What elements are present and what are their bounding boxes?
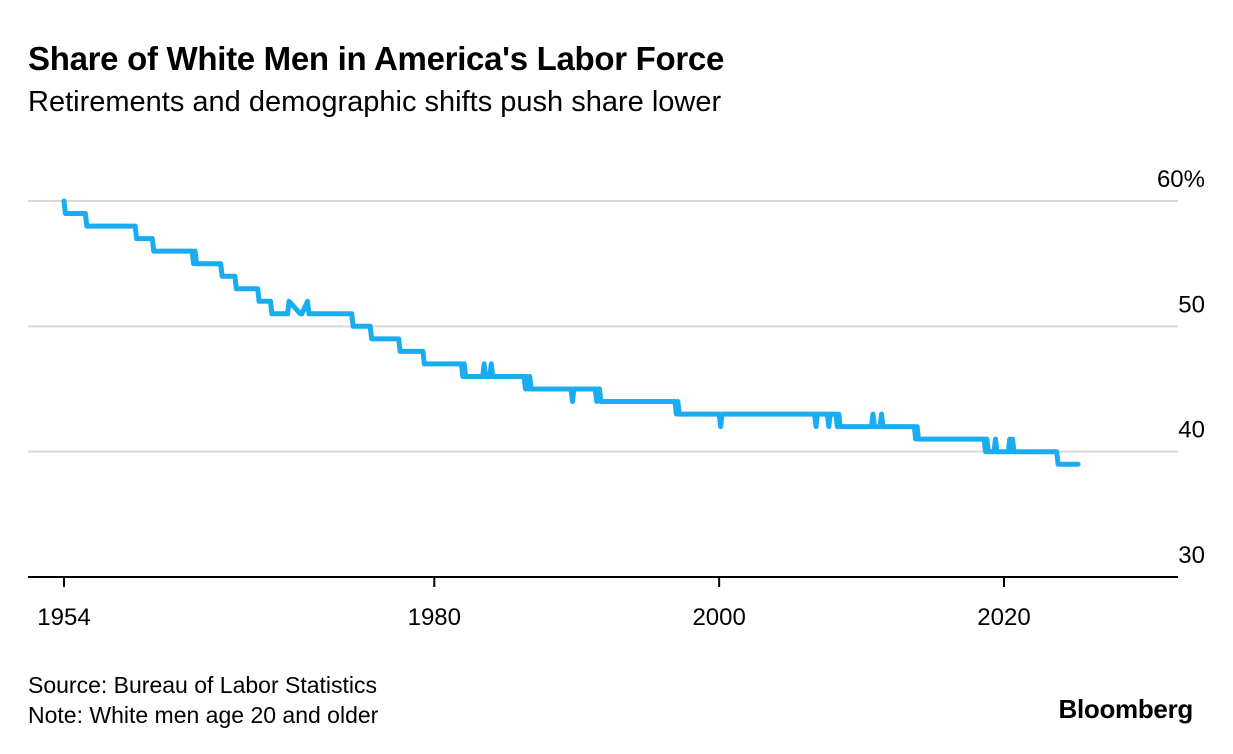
y-tick-label: 60% bbox=[1157, 166, 1205, 193]
x-tick-label: 1980 bbox=[408, 604, 461, 631]
y-tick-label: 50 bbox=[1178, 291, 1205, 318]
chart-title: Share of White Men in America's Labor Fo… bbox=[28, 40, 725, 77]
x-tick-label: 2020 bbox=[977, 604, 1030, 631]
x-axis-labels: 1954 1980 2000 2020 bbox=[37, 577, 1031, 631]
y-tick-label: 30 bbox=[1178, 542, 1205, 569]
y-axis-labels: 60% 50 40 30 bbox=[1157, 166, 1205, 569]
x-tick-label: 2000 bbox=[692, 604, 745, 631]
bloomberg-logo: Bloomberg bbox=[1058, 694, 1193, 724]
line-chart: 60% 50 40 30 1954 1980 2000 2020 bbox=[28, 166, 1205, 631]
x-tick-label: 1954 bbox=[37, 604, 90, 631]
footnote: Note: White men age 20 and older bbox=[28, 702, 379, 728]
grid-lines bbox=[28, 200, 1178, 578]
series-layer bbox=[61, 198, 1081, 467]
chart-subtitle: Retirements and demographic shifts push … bbox=[28, 86, 722, 118]
series-line bbox=[61, 198, 1081, 467]
source-note: Source: Bureau of Labor Statistics bbox=[28, 672, 378, 698]
y-tick-label: 40 bbox=[1178, 417, 1205, 444]
